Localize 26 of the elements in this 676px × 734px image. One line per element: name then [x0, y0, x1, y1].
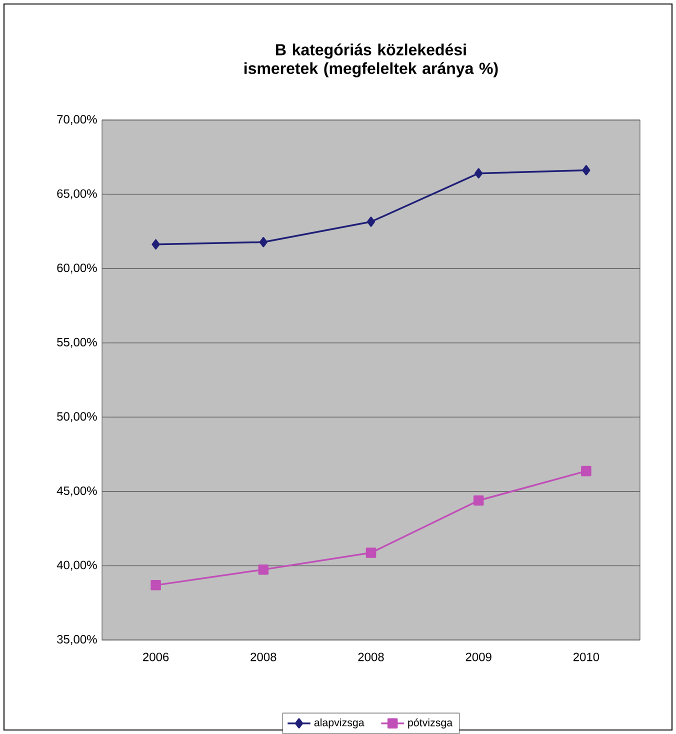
y-tick-label: 40,00%: [56, 560, 97, 571]
x-tick-label: 2008: [358, 652, 384, 662]
point: [150, 580, 161, 590]
x-tick-label: 2010: [573, 652, 600, 662]
y-tick-label: 35,00%: [57, 635, 97, 645]
point: [582, 165, 590, 176]
y-tick-label: 60,00%: [57, 264, 97, 274]
chart-title: B kategóriás közlekedési ismeretek (megfeleltek aránya %): [244, 44, 498, 78]
point: [474, 168, 483, 178]
point: [473, 495, 484, 506]
y-tick-label: 70,00%: [57, 115, 97, 125]
legend-label: pótvizsga: [408, 718, 453, 728]
point: [258, 564, 269, 575]
y-tick-label: 45,00%: [56, 486, 97, 496]
x-tick-label: 2008: [250, 652, 276, 662]
point: [152, 239, 160, 250]
y-tick-label: 65,00%: [57, 189, 97, 200]
point: [259, 236, 268, 248]
y-tick-label: 55,00%: [57, 338, 97, 348]
legend-label: alapvizsga: [314, 718, 364, 728]
point: [366, 216, 376, 227]
point: [366, 548, 376, 558]
y-tick-label: 50,00%: [57, 412, 97, 422]
x-tick-label: 2006: [143, 652, 169, 662]
x-tick-label: 2009: [466, 652, 492, 662]
point: [581, 466, 592, 476]
